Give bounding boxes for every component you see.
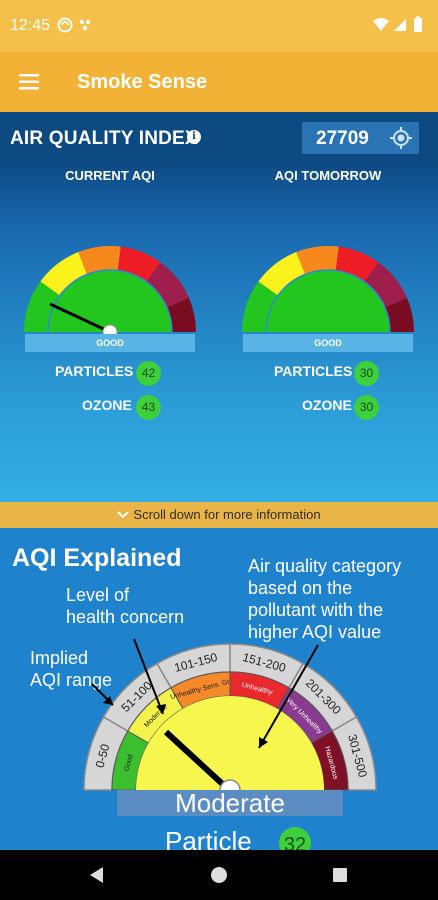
current-gauge-segment [166, 297, 196, 332]
system-icons [372, 16, 428, 39]
explained-pollutant-label: Particle [165, 826, 252, 850]
current-gauge-arcs [24, 246, 196, 333]
tomorrow-particles-badge: 30 [354, 361, 379, 386]
tomorrow-aqi-gauge [242, 246, 414, 333]
tomorrow-aqi-label: AQI TOMORROW [274, 168, 382, 183]
tomorrow-gauge-arcs [242, 246, 414, 333]
explained-pollutant-badge: 32 [284, 834, 306, 850]
zip-code-value: 27709 [316, 128, 369, 149]
tomorrow-ozone-badge: 30 [354, 395, 379, 420]
current-gauge-segment [146, 262, 189, 308]
tomorrow-gauge-ring [265, 269, 391, 333]
range-label-text: 0-50 [93, 742, 113, 769]
tomorrow-gauge-segment [296, 246, 339, 275]
category-explanation-label: Air quality category based on the pollut… [248, 556, 402, 642]
tomorrow-gauge-segment [364, 262, 407, 308]
current-gauge-segment [78, 246, 121, 275]
home-icon[interactable] [210, 866, 228, 889]
explained-gauge-needle [163, 729, 232, 793]
status-time: 12:45 [10, 17, 51, 34]
status-bar: 12:45 [0, 0, 438, 52]
current-particles-label: PARTICLES [55, 363, 134, 379]
tomorrow-gauge-segment [242, 281, 278, 332]
wifi-icon [373, 18, 389, 31]
aqi-title: AIR QUALITY INDEX [10, 128, 198, 149]
info-icon[interactable]: i [187, 130, 201, 144]
chevron-down-icon [117, 503, 130, 529]
category-arrow [258, 644, 319, 749]
aqi-section: AIR QUALITY INDEX i 27709 CURRENT AQI GO… [0, 112, 438, 502]
battery-icon [414, 18, 422, 32]
tomorrow-aqi-category: GOOD [243, 334, 413, 352]
aqi-header: AIR QUALITY INDEX i 27709 [0, 112, 438, 162]
tomorrow-particles-label: PARTICLES [274, 363, 353, 379]
range-label: Implied AQI range [30, 648, 113, 690]
level-label-text: Good [123, 754, 134, 772]
notification-icons [56, 16, 96, 39]
current-ozone-label: OZONE [82, 397, 132, 413]
tomorrow-ozone-label: OZONE [302, 397, 352, 413]
tomorrow-gauge-segment [384, 297, 414, 332]
scroll-hint-text: Scroll down for more information [133, 507, 321, 522]
zip-code-field[interactable]: 27709 [302, 122, 419, 154]
current-aqi-gauge [24, 246, 196, 336]
current-gauge-hub [102, 324, 118, 336]
current-gauge-segment [117, 246, 161, 282]
current-ozone-badge: 43 [136, 395, 161, 420]
tomorrow-gauge-segment [258, 252, 306, 296]
back-icon[interactable] [88, 866, 106, 889]
app-title: Smoke Sense [77, 71, 208, 93]
gps-locate-icon[interactable] [389, 126, 413, 155]
scroll-down-hint[interactable]: Scroll down for more information [0, 502, 438, 528]
health-arrow [133, 638, 164, 715]
tomorrow-gauge-fill [266, 270, 390, 332]
system-nav-bar [0, 850, 438, 900]
health-concern-label: Level of health concern [66, 585, 185, 627]
hamburger-menu-icon[interactable] [18, 72, 42, 92]
explained-category-text: Moderate [175, 788, 285, 818]
current-particles-badge: 42 [136, 361, 161, 386]
current-aqi-label: CURRENT AQI [65, 168, 155, 183]
current-gauge-needle [49, 302, 111, 334]
current-gauge-segment [40, 252, 88, 296]
aqi-explained-section: AQI Explained Level of health concern Im… [0, 528, 438, 850]
current-gauge-segment [24, 281, 60, 332]
current-aqi-category: GOOD [25, 334, 195, 352]
cell-signal-icon [394, 19, 406, 31]
aqi-explained-title: AQI Explained [12, 544, 182, 572]
explained-gauge-fill [136, 696, 324, 790]
recents-icon[interactable] [332, 867, 348, 888]
app-bar: Smoke Sense [0, 52, 438, 112]
tomorrow-gauge-segment [335, 246, 379, 282]
